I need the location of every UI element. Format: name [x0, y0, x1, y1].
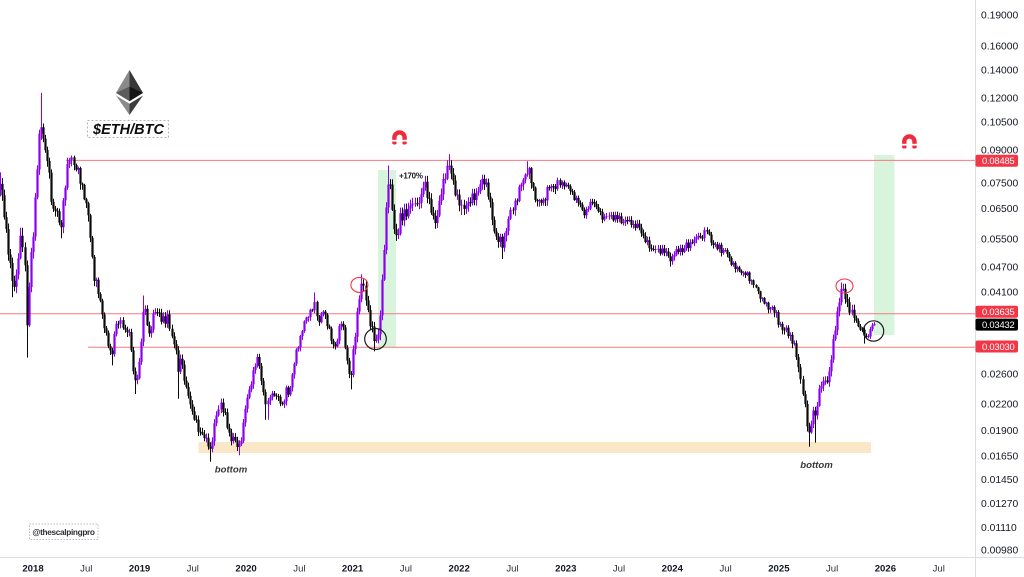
- svg-text:Jul: Jul: [80, 564, 92, 575]
- svg-text:0.04700: 0.04700: [981, 263, 1018, 274]
- svg-text:Jul: Jul: [506, 564, 518, 575]
- svg-text:0.01900: 0.01900: [981, 426, 1018, 437]
- svg-text:Jul: Jul: [826, 564, 838, 575]
- svg-text:2019: 2019: [129, 564, 150, 575]
- svg-text:Jul: Jul: [400, 564, 412, 575]
- svg-text:0.01270: 0.01270: [981, 499, 1018, 510]
- svg-text:0.07500: 0.07500: [981, 178, 1018, 189]
- svg-text:bottom: bottom: [215, 465, 248, 476]
- svg-text:2018: 2018: [22, 564, 44, 575]
- svg-text:0.09000: 0.09000: [981, 145, 1018, 156]
- svg-text:0.03432: 0.03432: [982, 319, 1015, 330]
- svg-text:Jul: Jul: [187, 564, 199, 575]
- svg-text:2025: 2025: [768, 564, 790, 575]
- svg-text:0.03030: 0.03030: [982, 341, 1015, 352]
- svg-text:0.01450: 0.01450: [981, 475, 1018, 486]
- svg-text:0.19000: 0.19000: [981, 11, 1018, 22]
- svg-text:2021: 2021: [342, 564, 364, 575]
- svg-text:+170%: +170%: [399, 172, 423, 181]
- svg-text:2026: 2026: [875, 564, 896, 575]
- svg-text:2022: 2022: [449, 564, 470, 575]
- svg-text:2020: 2020: [235, 564, 256, 575]
- svg-text:0.02600: 0.02600: [981, 370, 1018, 381]
- svg-text:bottom: bottom: [800, 460, 833, 471]
- svg-text:Jul: Jul: [613, 564, 625, 575]
- svg-text:0.08485: 0.08485: [982, 155, 1015, 166]
- svg-text:0.14000: 0.14000: [981, 66, 1018, 77]
- svg-text:0.01110: 0.01110: [981, 523, 1017, 534]
- svg-text:@thescalpingpro: @thescalpingpro: [32, 527, 95, 537]
- svg-text:0.12000: 0.12000: [981, 94, 1018, 105]
- svg-text:0.16000: 0.16000: [981, 42, 1018, 53]
- svg-text:0.05500: 0.05500: [981, 234, 1018, 245]
- svg-text:0.04100: 0.04100: [981, 287, 1018, 298]
- svg-text:2024: 2024: [662, 564, 684, 575]
- svg-text:0.01650: 0.01650: [981, 452, 1018, 463]
- svg-text:Jul: Jul: [293, 564, 305, 575]
- svg-text:2023: 2023: [555, 564, 576, 575]
- svg-text:0.06500: 0.06500: [981, 204, 1018, 215]
- svg-text:0.10500: 0.10500: [981, 118, 1018, 129]
- svg-text:0.03635: 0.03635: [982, 306, 1015, 317]
- svg-text:0.02200: 0.02200: [981, 400, 1018, 411]
- svg-text:0.00980: 0.00980: [981, 546, 1018, 557]
- svg-text:$ETH/BTC: $ETH/BTC: [92, 122, 164, 138]
- svg-text:Jul: Jul: [719, 564, 731, 575]
- svg-text:Jul: Jul: [933, 564, 945, 575]
